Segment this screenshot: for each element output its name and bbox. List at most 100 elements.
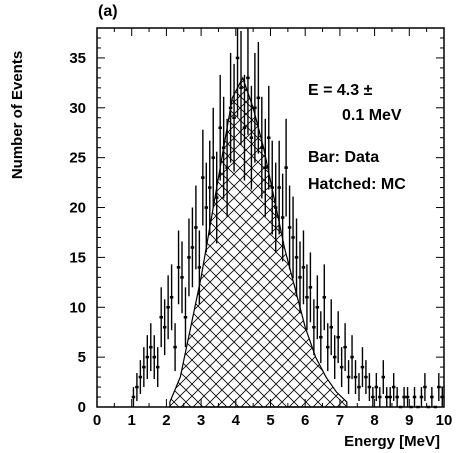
data-bar xyxy=(391,373,396,402)
data-bar xyxy=(388,387,392,407)
axis-ticks xyxy=(96,27,445,408)
data-bar xyxy=(131,387,136,407)
data-bar xyxy=(260,96,264,199)
x-tick-label: 1 xyxy=(128,412,136,429)
x-tick-label: 6 xyxy=(301,412,309,429)
data-bar xyxy=(291,196,295,279)
data-bar xyxy=(152,335,156,380)
data-bar xyxy=(326,323,330,372)
data-bar xyxy=(364,360,368,395)
x-tick-label: 0 xyxy=(93,412,101,429)
data-bar xyxy=(419,387,424,407)
data-bar xyxy=(336,311,340,364)
y-tick-label: 25 xyxy=(69,150,86,167)
data-bar xyxy=(162,299,167,356)
x-tick-label: 4 xyxy=(232,412,241,429)
data-bar xyxy=(218,74,222,181)
data-bar xyxy=(249,85,254,190)
data-bar xyxy=(232,63,236,172)
y-tick-label: 5 xyxy=(78,349,86,366)
data-bar xyxy=(353,360,358,395)
x-tick-label: 3 xyxy=(197,412,205,429)
data-bar xyxy=(298,241,302,314)
data-bar xyxy=(190,207,195,288)
data-bar xyxy=(253,52,257,163)
data-bar xyxy=(183,287,188,348)
data-bar xyxy=(374,373,379,402)
y-tick-labels: 0 5 10 15 20 25 30 35 xyxy=(69,50,86,416)
y-tick-label: 35 xyxy=(69,50,86,67)
data-bar xyxy=(402,387,406,407)
data-bar xyxy=(159,287,163,348)
panel-label: (a) xyxy=(98,3,118,20)
data-bar xyxy=(239,30,243,145)
data-bar xyxy=(308,252,313,323)
legend-mc-label: Hatched: MC xyxy=(308,176,406,193)
data-bar xyxy=(343,323,347,372)
data-bar xyxy=(315,275,320,340)
x-tick-label: 7 xyxy=(336,412,344,429)
data-bar xyxy=(360,347,365,388)
y-tick-label: 20 xyxy=(69,200,86,217)
data-bar xyxy=(273,162,278,253)
data-bar xyxy=(395,387,399,407)
data-bar xyxy=(155,347,160,388)
data-bars-series xyxy=(131,28,444,409)
data-bar xyxy=(228,52,233,163)
data-bar xyxy=(312,299,316,356)
data-bar xyxy=(149,323,153,372)
data-bar xyxy=(145,335,150,380)
data-bar xyxy=(246,28,250,135)
data-bar xyxy=(173,323,177,372)
data-bar xyxy=(367,373,372,402)
data-bar xyxy=(430,387,434,407)
x-axis-title: Energy [MeV] xyxy=(344,433,440,450)
data-bar xyxy=(381,360,386,395)
data-bar xyxy=(214,151,219,244)
data-bar xyxy=(197,230,202,305)
data-bar xyxy=(138,360,143,395)
data-bar xyxy=(208,140,212,235)
x-tick-label: 9 xyxy=(405,412,413,429)
data-bar xyxy=(277,140,281,235)
data-bar xyxy=(256,41,261,154)
y-tick-label: 10 xyxy=(69,299,86,316)
data-bar xyxy=(221,96,226,199)
data-bar xyxy=(378,387,382,407)
data-bar xyxy=(280,173,285,262)
data-bar xyxy=(412,387,417,407)
data-bar xyxy=(142,347,146,388)
data-bar xyxy=(301,230,306,305)
data-bar xyxy=(201,129,205,226)
data-bar xyxy=(270,140,274,235)
data-bar xyxy=(437,373,441,402)
data-bar xyxy=(211,107,215,208)
data-bar xyxy=(242,74,247,181)
data-bar xyxy=(346,360,351,395)
energy-result-line2: 0.1 MeV xyxy=(342,107,402,124)
y-tick-label: 15 xyxy=(69,249,86,266)
data-bar xyxy=(204,162,209,253)
data-bar xyxy=(294,218,299,297)
data-bar xyxy=(169,264,174,331)
x-tick-labels: 0 1 2 3 4 5 6 7 8 9 10 xyxy=(93,412,453,429)
y-axis-title: Number of Events xyxy=(9,51,26,179)
y-tick-label: 30 xyxy=(69,100,86,117)
data-bar xyxy=(305,264,309,331)
data-bar xyxy=(287,185,292,270)
x-tick-label: 8 xyxy=(370,412,378,429)
data-bar xyxy=(135,373,139,402)
data-bar xyxy=(166,275,170,340)
data-bar xyxy=(225,118,229,217)
data-bar xyxy=(322,264,327,331)
data-bar xyxy=(235,28,240,117)
data-bar xyxy=(332,335,337,380)
data-bar xyxy=(371,387,375,407)
data-bar xyxy=(319,311,323,364)
data-bar xyxy=(329,299,333,356)
data-bar xyxy=(350,335,354,380)
energy-result-line1: E = 4.3 ± xyxy=(308,82,373,99)
data-bar xyxy=(385,387,389,407)
data-bar xyxy=(180,241,184,314)
